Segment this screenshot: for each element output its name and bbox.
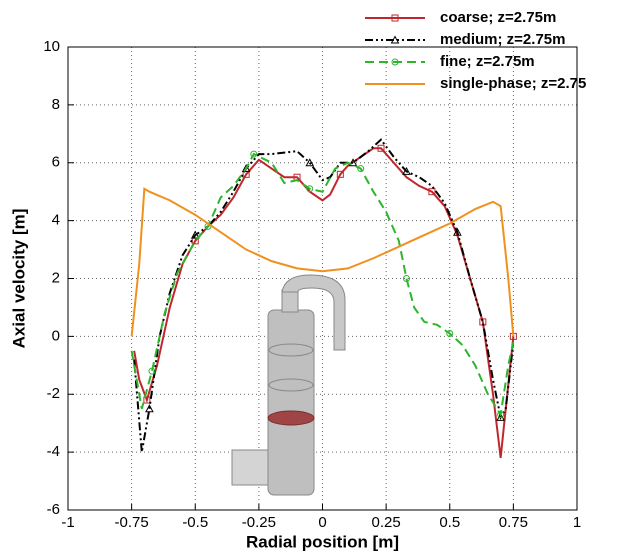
x-tick-label: 0.5	[439, 514, 460, 531]
cyclone-illustration	[231, 274, 346, 496]
x-axis-label: Radial position [m]	[246, 532, 399, 551]
marker	[250, 150, 258, 158]
x-tick-label: -1	[61, 514, 74, 531]
y-tick-label: 6	[52, 154, 60, 171]
marker	[497, 411, 505, 419]
marker	[377, 144, 385, 152]
marker	[336, 170, 344, 178]
y-tick-label: 2	[52, 269, 60, 286]
y-tick-label: 0	[52, 327, 60, 344]
marker	[402, 275, 410, 282]
marker	[348, 158, 358, 167]
marker	[305, 158, 315, 167]
cyclone-body	[267, 309, 315, 496]
marker	[391, 58, 399, 66]
legend-label: single-phase; z=2.75	[440, 75, 586, 92]
marker	[446, 329, 454, 337]
legend-label: medium; z=2.75m	[440, 31, 565, 48]
x-tick-label: 0.75	[499, 514, 528, 531]
marker	[390, 35, 400, 44]
y-tick-label: -2	[47, 385, 60, 402]
series-line	[133, 138, 515, 453]
marker	[143, 396, 151, 404]
marker	[357, 165, 365, 173]
x-tick-label: -0.5	[182, 514, 208, 531]
plot-frame	[67, 46, 578, 511]
y-tick-label: 10	[43, 38, 60, 55]
marker	[190, 230, 200, 239]
y-tick-label: -6	[47, 501, 60, 518]
outlet-bend	[281, 274, 346, 351]
marker	[391, 14, 399, 22]
outlet-pipe	[281, 289, 299, 313]
x-tick-label: -0.25	[242, 514, 276, 531]
y-axis-label: Axial velocity [m]	[9, 209, 28, 349]
x-tick-label: 1	[573, 514, 581, 531]
marker	[428, 188, 436, 196]
y-tick-label: -4	[47, 443, 60, 460]
series-line	[130, 152, 515, 418]
x-tick-label: 0	[318, 514, 326, 531]
marker	[148, 367, 156, 375]
y-tick-label: 4	[52, 212, 60, 229]
x-tick-label: 0.25	[372, 514, 401, 531]
marker	[145, 404, 154, 413]
series-line	[133, 147, 515, 459]
marker	[241, 163, 251, 173]
y-tick-label: 8	[52, 96, 60, 113]
marker	[306, 185, 314, 193]
marker	[402, 166, 411, 175]
marker	[453, 227, 462, 236]
x-tick-label: -0.75	[115, 514, 149, 531]
legend-label: coarse; z=2.75m	[440, 9, 556, 26]
legend-label: fine; z=2.75m	[440, 53, 535, 70]
series-line	[130, 187, 515, 337]
section-plane	[267, 410, 315, 426]
helix	[268, 378, 314, 392]
helix	[268, 343, 314, 357]
